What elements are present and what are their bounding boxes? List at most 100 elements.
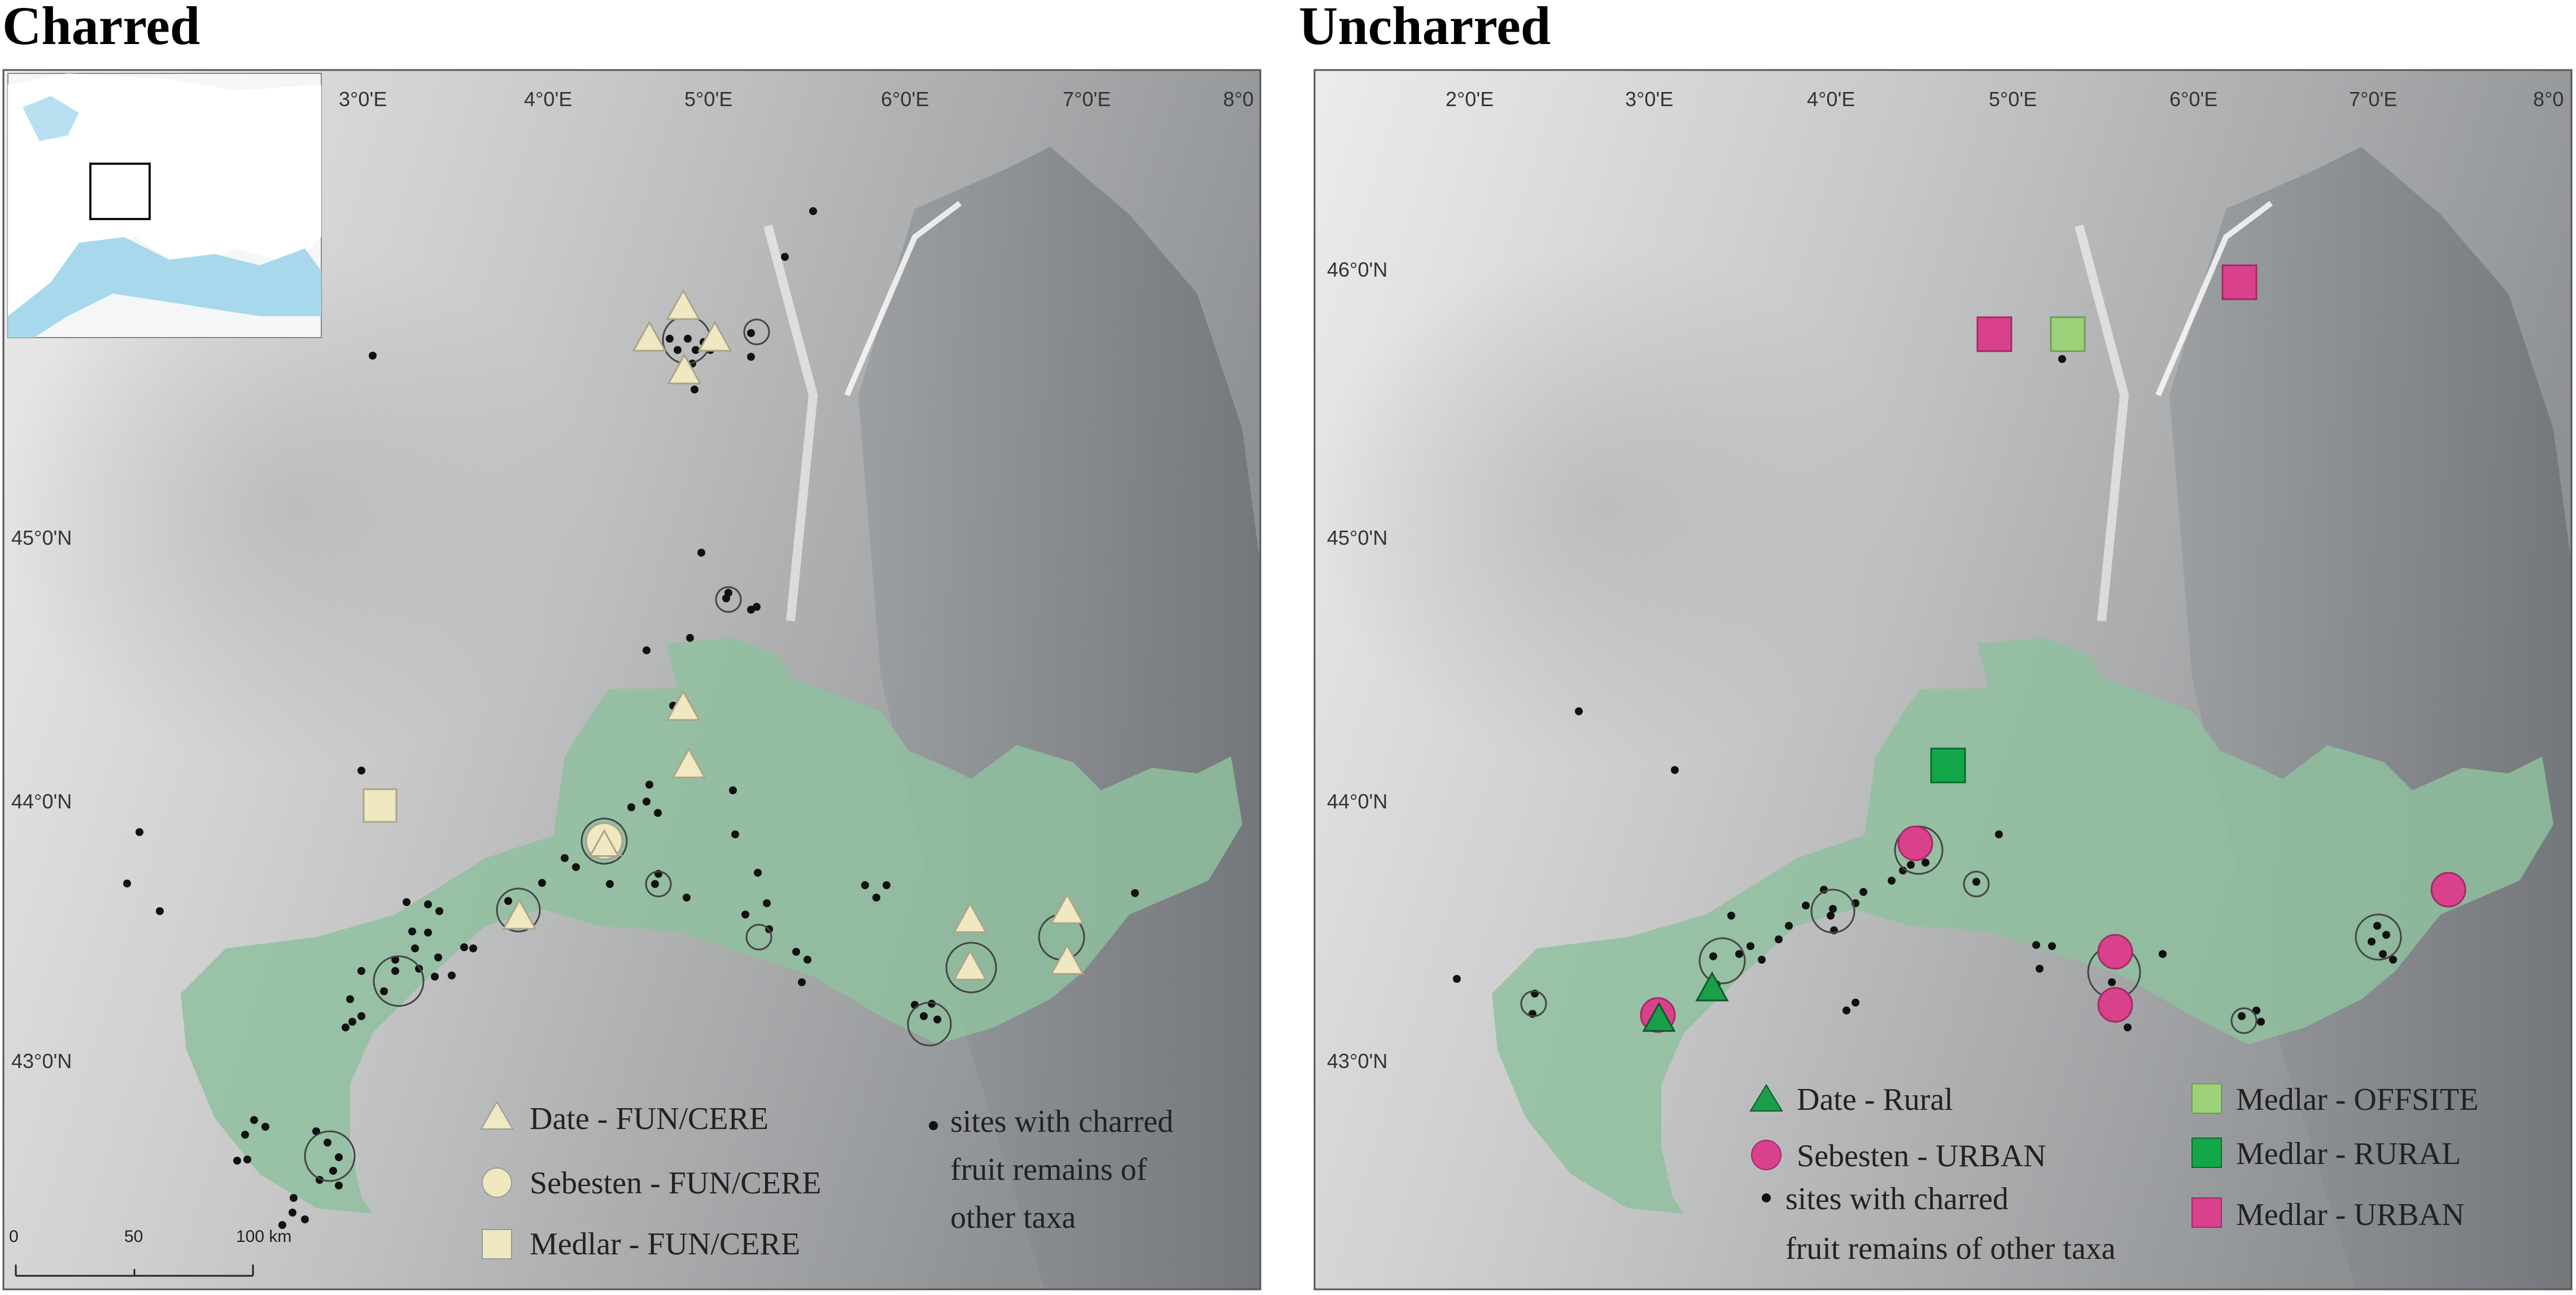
- legend-square-symbol: [2191, 1138, 2222, 1168]
- saone-rhone-valley: [763, 224, 818, 622]
- site-dot: [2159, 950, 2167, 958]
- legend-square-symbol: [2191, 1197, 2222, 1228]
- site-dot: [686, 634, 694, 642]
- sebesten-urban-circle: [1897, 825, 1933, 861]
- date-charred-triangle: [667, 353, 702, 384]
- mediterranean-zone: [181, 638, 1242, 1214]
- sebesten-urban-circle: [2430, 872, 2466, 908]
- date-charred-triangle: [1050, 943, 1085, 975]
- cluster-ring: [743, 318, 770, 345]
- site-dot: [674, 346, 682, 354]
- lon-label: 7°0'E: [2349, 88, 2397, 111]
- cluster-ring: [1699, 937, 1746, 985]
- legend-label: fruit remains of other taxa: [1785, 1231, 2116, 1266]
- legend-triangle-symbol: [480, 1101, 514, 1130]
- cluster-ring: [496, 887, 541, 933]
- legend-triangle-symbol: [1749, 1084, 1783, 1112]
- sebesten-urban-circle: [2097, 934, 2133, 970]
- site-dot: [1775, 935, 1783, 943]
- site-dot: [2382, 931, 2390, 939]
- mediterranean-zone: [1492, 638, 2553, 1214]
- site-dot: [380, 987, 388, 995]
- site-dot: [369, 352, 377, 360]
- site-dot: [861, 881, 869, 889]
- site-dot: [1747, 942, 1754, 950]
- legend-label: Date - Rural: [1797, 1082, 1953, 1117]
- legend-label: sites with charred: [950, 1104, 1173, 1139]
- site-dot: [335, 1182, 343, 1189]
- lat-label: 46°0'N: [1327, 258, 1387, 281]
- site-dot: [391, 956, 399, 964]
- site-dot: [741, 911, 749, 918]
- site-dot: [2108, 978, 2116, 986]
- site-dot: [538, 879, 546, 887]
- date-charred-triangle: [666, 288, 701, 320]
- date-rural-triangle: [1695, 971, 1729, 1001]
- cluster-ring: [2355, 913, 2402, 961]
- cluster-ring: [2230, 1007, 2258, 1034]
- legend-label: Sebesten - URBAN: [1797, 1139, 2046, 1174]
- site-dot: [2124, 1023, 2132, 1031]
- site-dot: [645, 781, 653, 789]
- medlar-rural-square: [1930, 747, 1966, 784]
- site-dot: [1995, 830, 2003, 838]
- lon-label: 6°0'E: [2169, 88, 2217, 111]
- lon-label: 3°0'E: [339, 88, 387, 111]
- scale-label: 100 km: [236, 1227, 291, 1246]
- uncharred-map-panel: Uncharred 2°0'E 3°0'E 4°0'E 5°0'E 6°0'E …: [1299, 0, 2573, 1290]
- date-charred-triangle: [953, 949, 988, 981]
- uncharred-symbols: [1640, 264, 2466, 1033]
- lon-label: 5°0'E: [1989, 88, 2037, 111]
- lat-label: 43°0'N: [1327, 1049, 1387, 1073]
- lon-label: 4°0'E: [1807, 88, 1855, 111]
- legend-circle-symbol: [482, 1167, 512, 1198]
- site-dot: [747, 606, 755, 614]
- massif-central-relief: [1315, 248, 1898, 768]
- site-dot: [123, 880, 131, 887]
- site-dot: [627, 803, 635, 811]
- site-dot: [747, 353, 755, 361]
- medlar-urban-square: [2221, 264, 2258, 300]
- site-dot: [654, 809, 662, 817]
- site-dot: [233, 1157, 241, 1165]
- site-dot: [243, 1156, 251, 1163]
- site-dot: [792, 948, 800, 956]
- panel-title: Uncharred: [1299, 0, 1551, 56]
- inset-extent-box: [89, 163, 151, 220]
- site-dot: [2373, 922, 2381, 930]
- site-dot: [804, 956, 811, 964]
- legend: Date - Rural Sebesten - URBAN sites with…: [1749, 1082, 2478, 1266]
- site-dot: [435, 907, 443, 915]
- site-dot: [933, 1016, 941, 1023]
- lat-label: 44°0'N: [1327, 790, 1387, 813]
- site-dot: [1709, 952, 1717, 960]
- site-dot: [883, 881, 890, 889]
- site-dot: [1922, 859, 1929, 867]
- site-dot: [342, 1023, 350, 1031]
- site-dot: [290, 1194, 298, 1202]
- legend-dot-symbol: [1762, 1193, 1771, 1202]
- date-charred-triangle: [502, 898, 537, 930]
- massif-central-relief: [3, 248, 587, 768]
- site-dot: [504, 897, 512, 905]
- site-dot: [2032, 941, 2040, 949]
- site-dot: [1671, 766, 1679, 774]
- scale-label: 50: [124, 1227, 143, 1246]
- cluster-ring: [715, 586, 742, 613]
- panel-title: Charred: [2, 0, 200, 56]
- site-dot: [2389, 956, 2397, 964]
- cluster-ring: [373, 955, 425, 1007]
- lon-label: 8°0: [1223, 88, 1254, 111]
- site-dot: [928, 1000, 936, 1008]
- legend-circle-symbol: [1751, 1140, 1782, 1170]
- site-dot: [2048, 942, 2056, 950]
- site-dot: [1758, 956, 1766, 964]
- site-dot: [666, 335, 674, 343]
- site-cluster-rings: [1520, 825, 2402, 1034]
- site-dot: [250, 1116, 258, 1124]
- site-dot: [722, 594, 730, 602]
- site-dot: [136, 828, 143, 836]
- site-dot: [261, 1123, 269, 1131]
- site-dot: [460, 943, 468, 951]
